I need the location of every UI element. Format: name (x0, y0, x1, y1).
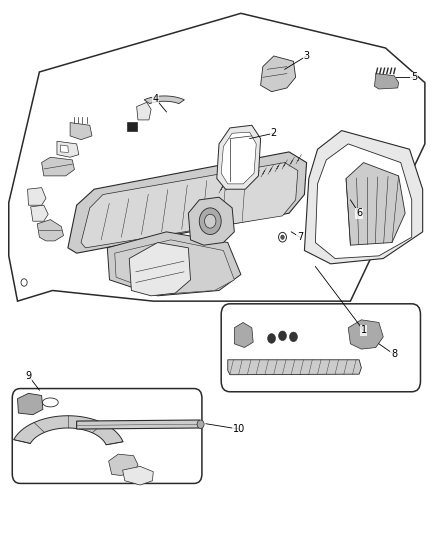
Polygon shape (129, 243, 191, 296)
Text: 9: 9 (25, 371, 32, 381)
Circle shape (268, 334, 276, 343)
Polygon shape (28, 188, 46, 205)
Polygon shape (31, 205, 48, 221)
Polygon shape (228, 360, 361, 375)
Bar (127, 122, 137, 131)
Polygon shape (14, 416, 123, 445)
Polygon shape (261, 56, 296, 92)
Polygon shape (217, 125, 261, 189)
Polygon shape (18, 393, 43, 415)
Polygon shape (221, 132, 256, 184)
Polygon shape (60, 145, 68, 152)
Text: 6: 6 (356, 208, 362, 218)
Polygon shape (107, 232, 241, 296)
Polygon shape (115, 240, 234, 294)
Polygon shape (37, 220, 64, 241)
Polygon shape (304, 131, 423, 264)
Polygon shape (42, 157, 74, 176)
Text: 5: 5 (411, 72, 417, 82)
Polygon shape (137, 102, 151, 120)
Text: 1: 1 (360, 326, 367, 335)
Circle shape (281, 235, 284, 239)
Polygon shape (68, 152, 307, 253)
FancyBboxPatch shape (221, 304, 420, 392)
Circle shape (199, 208, 221, 235)
Polygon shape (9, 13, 425, 301)
Polygon shape (346, 163, 405, 245)
Circle shape (290, 332, 297, 342)
Text: 10: 10 (233, 424, 245, 434)
Text: 8: 8 (391, 350, 397, 359)
Polygon shape (234, 322, 253, 348)
Polygon shape (374, 74, 399, 89)
Polygon shape (57, 141, 79, 157)
Circle shape (197, 420, 204, 429)
FancyBboxPatch shape (12, 389, 202, 483)
Polygon shape (188, 197, 234, 245)
Text: 3: 3 (304, 51, 310, 61)
Text: 4: 4 (152, 94, 159, 103)
Polygon shape (81, 163, 298, 248)
Polygon shape (348, 320, 383, 349)
Text: 2: 2 (271, 128, 277, 138)
Text: 7: 7 (297, 232, 303, 242)
Circle shape (205, 214, 216, 228)
Polygon shape (123, 466, 153, 485)
Polygon shape (77, 420, 202, 429)
Polygon shape (315, 144, 412, 259)
Polygon shape (109, 454, 138, 475)
Circle shape (279, 331, 286, 341)
Polygon shape (144, 96, 184, 103)
Polygon shape (70, 123, 92, 140)
